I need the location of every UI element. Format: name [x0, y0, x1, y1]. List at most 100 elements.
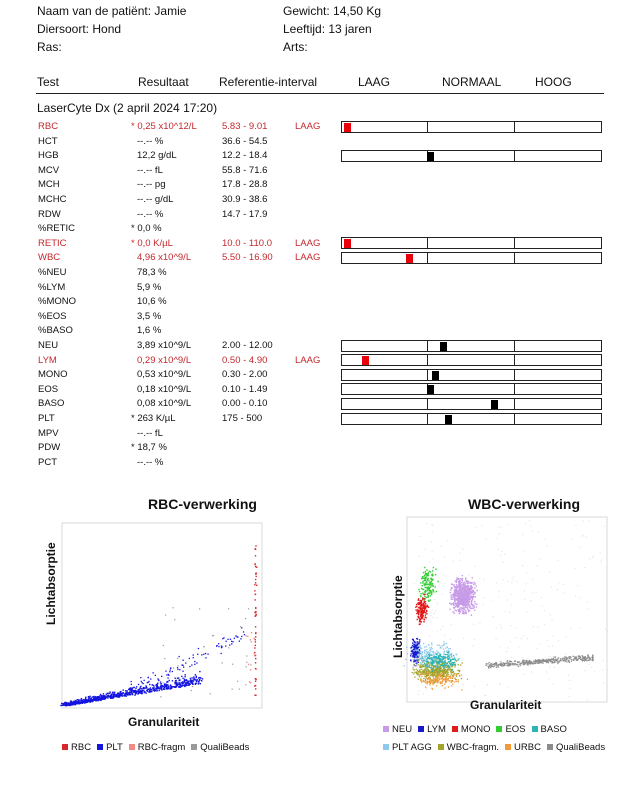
- scatter-point: [434, 680, 436, 683]
- scatter-point: [141, 682, 143, 684]
- scatter-point: [421, 577, 423, 580]
- scatter-point: [418, 651, 420, 653]
- scatter-point: [441, 656, 443, 658]
- scatter-point: [451, 685, 453, 687]
- scatter-point: [212, 635, 214, 637]
- scatter-point: [467, 600, 469, 602]
- scatter-point: [170, 685, 172, 687]
- scatter-point: [96, 697, 99, 699]
- scatter-point: [194, 674, 197, 676]
- scatter-point: [422, 673, 424, 675]
- scatter-point: [160, 687, 163, 689]
- scatter-point: [556, 658, 558, 661]
- test-reference: 2.00 - 12.00: [222, 340, 273, 351]
- scatter-point: [427, 657, 429, 659]
- test-reference: 0.00 - 0.10: [222, 398, 268, 410]
- scatter-point: [501, 550, 503, 552]
- scatter-point: [499, 663, 502, 665]
- scatter-point: [416, 656, 418, 658]
- scatter-point: [76, 699, 78, 701]
- scatter-point: [427, 662, 429, 664]
- scatter-point: [427, 583, 430, 585]
- col-test: Test: [37, 75, 60, 89]
- scatter-point: [458, 579, 461, 581]
- scatter-point: [540, 660, 542, 662]
- scatter-point: [519, 663, 522, 665]
- patient-age: Leeftijd: 13 jaren: [283, 22, 372, 36]
- scatter-point: [504, 611, 506, 613]
- scatter-point: [579, 546, 581, 548]
- scatter-point: [464, 594, 466, 596]
- scatter-point: [557, 657, 560, 659]
- scatter-point: [453, 662, 455, 664]
- scatter-point: [452, 683, 454, 685]
- scatter-point: [546, 660, 549, 663]
- scatter-point: [421, 659, 423, 662]
- scatter-point: [418, 655, 420, 657]
- scatter-point: [446, 656, 448, 658]
- scatter-point: [457, 581, 460, 583]
- scatter-point: [493, 664, 496, 666]
- scatter-point: [498, 526, 500, 528]
- scatter-point: [443, 670, 445, 672]
- scatter-point: [105, 695, 107, 697]
- scatter-point: [432, 566, 435, 569]
- scatter-point: [451, 674, 453, 677]
- scatter-point: [412, 647, 414, 649]
- scatter-point: [454, 606, 456, 608]
- scatter-point: [450, 659, 452, 661]
- scatter-point: [464, 588, 466, 591]
- scatter-point: [466, 593, 468, 595]
- scatter-point: [179, 685, 182, 687]
- scatter-point: [599, 552, 601, 554]
- scatter-point: [177, 668, 179, 671]
- scatter-point: [417, 616, 420, 619]
- scatter-point: [562, 659, 564, 661]
- scatter-point: [411, 671, 413, 674]
- wbc-scatter-points: [403, 520, 609, 701]
- scatter-point: [60, 704, 62, 707]
- scatter-point: [475, 585, 477, 587]
- scatter-point: [185, 683, 187, 685]
- scatter-point: [450, 671, 452, 673]
- scatter-point: [532, 578, 534, 580]
- scatter-point: [424, 682, 427, 684]
- scatter-point: [413, 650, 415, 652]
- scatter-point: [466, 590, 468, 592]
- scatter-point: [423, 659, 425, 661]
- test-name: %BASO: [38, 325, 73, 337]
- scatter-point: [462, 548, 464, 550]
- test-flag: LAAG: [295, 252, 321, 264]
- scatter-point: [139, 688, 141, 690]
- scatter-point: [451, 669, 454, 671]
- scatter-point: [410, 647, 412, 649]
- scatter-point: [446, 666, 448, 668]
- scatter-point: [179, 683, 181, 686]
- scatter-point: [178, 683, 180, 685]
- scatter-point: [436, 680, 438, 683]
- scatter-point: [441, 593, 443, 595]
- scatter-point: [249, 682, 252, 684]
- scatter-point: [179, 679, 181, 681]
- scatter-point: [421, 655, 423, 657]
- scatter-point: [536, 662, 539, 664]
- scatter-point: [502, 663, 504, 666]
- scatter-point: [431, 524, 433, 526]
- scatter-point: [510, 663, 512, 665]
- scatter-point: [442, 644, 445, 647]
- scatter-point: [440, 629, 442, 631]
- scatter-point: [425, 646, 428, 648]
- scatter-point: [232, 663, 234, 665]
- scatter-point: [424, 597, 426, 600]
- scatter-point: [426, 666, 428, 669]
- scatter-point: [426, 586, 428, 589]
- test-name: NEU: [38, 340, 59, 351]
- scatter-point: [545, 660, 547, 662]
- scatter-point: [450, 668, 452, 671]
- scatter-point: [429, 676, 431, 678]
- scatter-point: [131, 689, 133, 691]
- scatter-point: [170, 667, 172, 669]
- scatter-point: [508, 662, 510, 664]
- scatter-point: [255, 611, 257, 613]
- scatter-point: [468, 599, 470, 601]
